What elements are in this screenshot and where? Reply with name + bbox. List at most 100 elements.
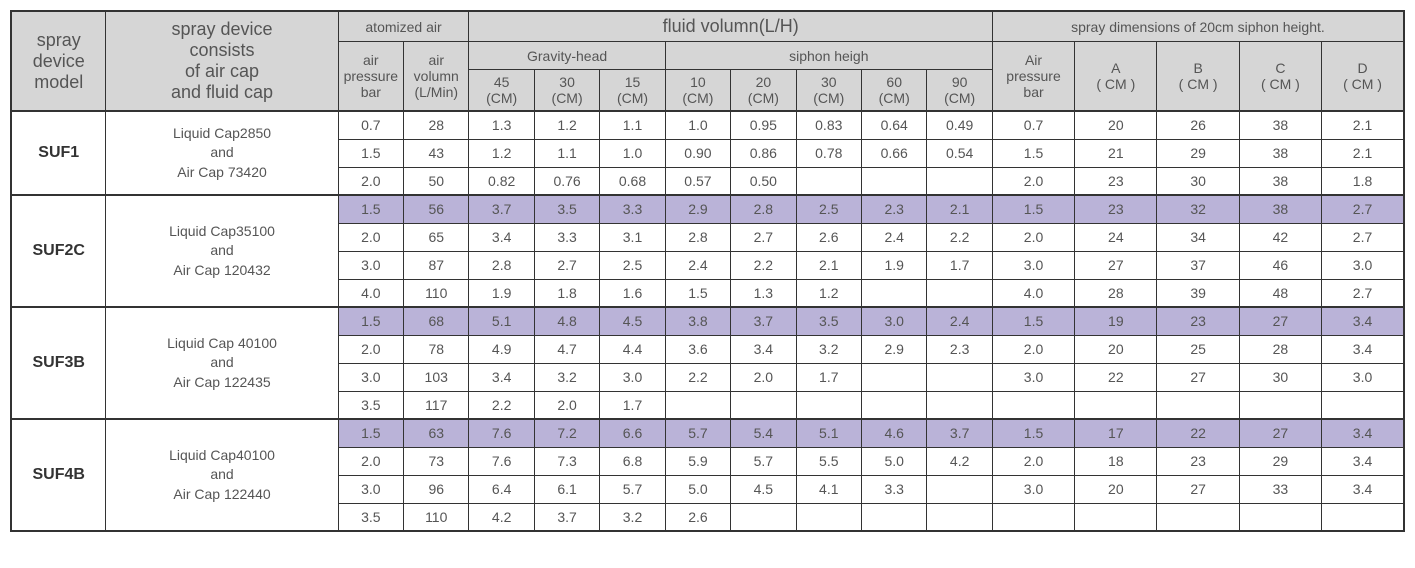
data-cell: 56 bbox=[404, 195, 469, 223]
data-cell: 1.7 bbox=[600, 391, 665, 419]
data-cell: 6.1 bbox=[534, 475, 599, 503]
data-cell: 3.4 bbox=[1322, 447, 1404, 475]
data-cell bbox=[731, 391, 796, 419]
data-cell: 1.5 bbox=[992, 307, 1074, 335]
data-cell: 0.49 bbox=[927, 111, 992, 139]
data-cell: 2.7 bbox=[731, 223, 796, 251]
data-cell: 2.0 bbox=[992, 335, 1074, 363]
data-cell: 5.1 bbox=[796, 419, 861, 447]
data-cell: 3.4 bbox=[469, 223, 534, 251]
data-cell: 2.8 bbox=[469, 251, 534, 279]
data-cell: 0.86 bbox=[731, 139, 796, 167]
data-cell: 5.0 bbox=[665, 475, 730, 503]
data-cell: 39 bbox=[1157, 279, 1239, 307]
hdr-g45: 45(CM) bbox=[469, 70, 534, 112]
data-cell: 24 bbox=[1075, 223, 1157, 251]
data-cell: 2.2 bbox=[731, 251, 796, 279]
data-cell: 4.2 bbox=[469, 503, 534, 531]
data-cell: 27 bbox=[1157, 363, 1239, 391]
data-cell: 3.5 bbox=[534, 195, 599, 223]
data-cell: 3.4 bbox=[1322, 335, 1404, 363]
data-cell: 3.0 bbox=[992, 475, 1074, 503]
data-cell: 2.0 bbox=[992, 167, 1074, 195]
hdr-D: D( CM ) bbox=[1322, 42, 1404, 112]
data-cell bbox=[861, 363, 926, 391]
hdr-B: B( CM ) bbox=[1157, 42, 1239, 112]
data-cell: 1.5 bbox=[338, 419, 403, 447]
model-cell: SUF1 bbox=[11, 111, 106, 195]
data-cell: 1.1 bbox=[534, 139, 599, 167]
data-cell: 2.2 bbox=[469, 391, 534, 419]
data-cell: 68 bbox=[404, 307, 469, 335]
data-cell: 3.7 bbox=[534, 503, 599, 531]
data-cell: 3.7 bbox=[469, 195, 534, 223]
data-cell: 2.7 bbox=[1322, 279, 1404, 307]
data-cell bbox=[1239, 391, 1321, 419]
data-cell bbox=[796, 503, 861, 531]
data-cell: 0.78 bbox=[796, 139, 861, 167]
desc-cell: Liquid Cap35100andAir Cap 120432 bbox=[106, 195, 338, 307]
data-cell: 2.0 bbox=[338, 447, 403, 475]
hdr-spraydims: spray dimensions of 20cm siphon height. bbox=[992, 11, 1404, 42]
table-row: SUF3BLiquid Cap 40100andAir Cap 1224351.… bbox=[11, 307, 1404, 335]
data-cell: 0.68 bbox=[600, 167, 665, 195]
data-cell: 2.3 bbox=[927, 335, 992, 363]
data-cell: 2.1 bbox=[796, 251, 861, 279]
data-cell bbox=[861, 167, 926, 195]
data-cell: 3.0 bbox=[600, 363, 665, 391]
hdr-s30: 30(CM) bbox=[796, 70, 861, 112]
data-cell: 0.64 bbox=[861, 111, 926, 139]
data-cell: 3.8 bbox=[665, 307, 730, 335]
data-cell: 5.7 bbox=[600, 475, 665, 503]
data-cell: 28 bbox=[404, 111, 469, 139]
data-cell bbox=[731, 503, 796, 531]
data-cell bbox=[1239, 503, 1321, 531]
data-cell: 2.2 bbox=[927, 223, 992, 251]
hdr-siphon: siphon heigh bbox=[665, 42, 992, 70]
data-cell: 2.8 bbox=[665, 223, 730, 251]
data-cell bbox=[927, 363, 992, 391]
data-cell: 38 bbox=[1239, 167, 1321, 195]
data-cell: 1.5 bbox=[992, 195, 1074, 223]
spray-device-table: spraydevicemodelspray deviceconsistsof a… bbox=[10, 10, 1405, 532]
data-cell bbox=[796, 167, 861, 195]
data-cell: 2.5 bbox=[600, 251, 665, 279]
data-cell: 3.3 bbox=[861, 475, 926, 503]
data-cell: 73 bbox=[404, 447, 469, 475]
data-cell bbox=[1075, 391, 1157, 419]
data-cell bbox=[992, 503, 1074, 531]
data-cell: 4.1 bbox=[796, 475, 861, 503]
data-cell: 117 bbox=[404, 391, 469, 419]
data-cell: 2.7 bbox=[1322, 223, 1404, 251]
data-cell: 0.90 bbox=[665, 139, 730, 167]
data-cell: 4.8 bbox=[534, 307, 599, 335]
data-cell bbox=[861, 503, 926, 531]
data-cell: 2.1 bbox=[1322, 111, 1404, 139]
data-cell: 3.5 bbox=[338, 503, 403, 531]
data-cell: 7.6 bbox=[469, 419, 534, 447]
data-cell: 2.3 bbox=[861, 195, 926, 223]
data-cell: 2.8 bbox=[731, 195, 796, 223]
data-cell: 4.2 bbox=[927, 447, 992, 475]
data-cell: 2.0 bbox=[992, 447, 1074, 475]
data-cell bbox=[927, 503, 992, 531]
data-cell bbox=[927, 391, 992, 419]
data-cell: 19 bbox=[1075, 307, 1157, 335]
desc-cell: Liquid Cap 40100andAir Cap 122435 bbox=[106, 307, 338, 419]
data-cell: 26 bbox=[1157, 111, 1239, 139]
data-cell: 18 bbox=[1075, 447, 1157, 475]
data-cell: 78 bbox=[404, 335, 469, 363]
data-cell: 3.3 bbox=[600, 195, 665, 223]
data-cell: 37 bbox=[1157, 251, 1239, 279]
hdr-atomized: atomized air bbox=[338, 11, 469, 42]
data-cell: 3.7 bbox=[731, 307, 796, 335]
data-cell: 3.0 bbox=[338, 363, 403, 391]
hdr-airpress2: Airpressurebar bbox=[992, 42, 1074, 112]
data-cell: 1.0 bbox=[600, 139, 665, 167]
data-cell: 2.6 bbox=[665, 503, 730, 531]
data-cell: 2.7 bbox=[1322, 195, 1404, 223]
data-cell: 6.8 bbox=[600, 447, 665, 475]
table-row: SUF1Liquid Cap2850andAir Cap 734200.7281… bbox=[11, 111, 1404, 139]
hdr-A: A( CM ) bbox=[1075, 42, 1157, 112]
desc-cell: Liquid Cap40100andAir Cap 122440 bbox=[106, 419, 338, 531]
